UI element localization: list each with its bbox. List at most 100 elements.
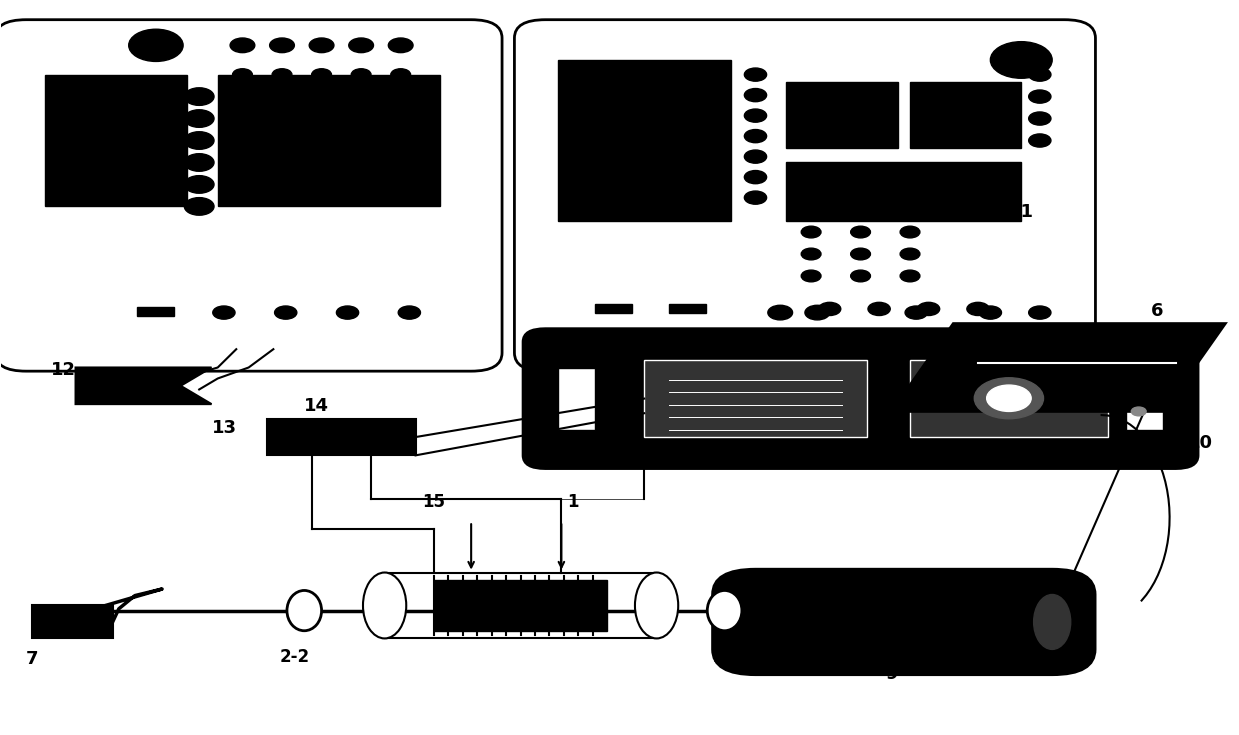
- Circle shape: [213, 306, 235, 319]
- Circle shape: [388, 38, 413, 53]
- Circle shape: [348, 38, 373, 53]
- Circle shape: [390, 87, 410, 98]
- Circle shape: [185, 154, 214, 171]
- Circle shape: [745, 191, 767, 204]
- Circle shape: [745, 171, 767, 184]
- Circle shape: [230, 38, 255, 53]
- Circle shape: [904, 306, 927, 319]
- Text: 13: 13: [212, 420, 237, 437]
- Bar: [384, 573, 657, 639]
- Circle shape: [129, 29, 183, 62]
- Circle shape: [974, 378, 1043, 419]
- Circle shape: [802, 270, 821, 282]
- Circle shape: [1028, 68, 1051, 81]
- Text: 11: 11: [1009, 204, 1033, 221]
- Circle shape: [745, 68, 767, 81]
- Circle shape: [312, 87, 332, 98]
- Circle shape: [310, 38, 335, 53]
- Circle shape: [1028, 90, 1051, 103]
- Text: 6: 6: [1151, 302, 1163, 320]
- Circle shape: [233, 105, 253, 117]
- Circle shape: [900, 270, 919, 282]
- Circle shape: [273, 69, 292, 80]
- Bar: [787, 162, 1021, 221]
- Bar: [558, 368, 595, 430]
- Circle shape: [247, 168, 276, 186]
- Bar: [1126, 368, 1163, 430]
- Circle shape: [1028, 306, 1051, 319]
- Circle shape: [383, 168, 413, 186]
- Bar: [138, 307, 175, 316]
- Circle shape: [1131, 407, 1146, 416]
- Circle shape: [851, 270, 871, 282]
- Bar: [669, 304, 706, 312]
- Circle shape: [805, 305, 830, 320]
- Bar: [558, 60, 731, 221]
- Circle shape: [185, 198, 214, 215]
- Circle shape: [900, 248, 919, 260]
- Ellipse shape: [287, 590, 322, 631]
- Polygon shape: [892, 323, 1225, 412]
- Circle shape: [802, 226, 821, 238]
- Circle shape: [979, 306, 1001, 319]
- FancyBboxPatch shape: [514, 20, 1095, 371]
- FancyBboxPatch shape: [0, 20, 502, 371]
- Polygon shape: [76, 368, 212, 404]
- Circle shape: [745, 150, 767, 163]
- Circle shape: [802, 248, 821, 260]
- Text: 1: 1: [567, 492, 579, 511]
- Circle shape: [398, 306, 420, 319]
- Circle shape: [312, 105, 332, 117]
- Circle shape: [851, 248, 871, 260]
- Text: 9: 9: [886, 664, 898, 683]
- Text: 10: 10: [1188, 434, 1213, 452]
- Bar: [909, 82, 1021, 148]
- Circle shape: [745, 129, 767, 143]
- Circle shape: [273, 87, 292, 98]
- Circle shape: [900, 226, 919, 238]
- Circle shape: [966, 302, 989, 315]
- Ellipse shape: [707, 590, 742, 631]
- Circle shape: [273, 105, 292, 117]
- Circle shape: [917, 302, 939, 315]
- Text: 15: 15: [421, 492, 445, 511]
- Circle shape: [312, 69, 332, 80]
- Ellipse shape: [634, 573, 678, 639]
- Bar: [32, 606, 113, 639]
- Circle shape: [351, 105, 370, 117]
- Bar: [434, 580, 607, 631]
- FancyBboxPatch shape: [712, 569, 1095, 675]
- Text: 7: 7: [26, 650, 38, 668]
- Circle shape: [351, 69, 370, 80]
- Text: 2-1: 2-1: [712, 648, 742, 666]
- Circle shape: [351, 87, 370, 98]
- Circle shape: [292, 168, 322, 186]
- Circle shape: [390, 105, 410, 117]
- Ellipse shape: [363, 573, 406, 639]
- FancyBboxPatch shape: [523, 329, 1198, 468]
- Circle shape: [275, 306, 297, 319]
- Bar: [45, 75, 187, 207]
- Circle shape: [337, 306, 358, 319]
- Ellipse shape: [737, 595, 774, 650]
- Circle shape: [986, 385, 1031, 412]
- Circle shape: [819, 302, 841, 315]
- Ellipse shape: [1033, 595, 1070, 650]
- Circle shape: [185, 132, 214, 149]
- Bar: [644, 360, 867, 437]
- Circle shape: [338, 168, 367, 186]
- Circle shape: [745, 88, 767, 101]
- Bar: [787, 82, 897, 148]
- Text: 12: 12: [51, 361, 76, 379]
- Circle shape: [185, 87, 214, 105]
- Circle shape: [990, 42, 1052, 78]
- Circle shape: [745, 109, 767, 122]
- Circle shape: [233, 69, 253, 80]
- Text: 2-2: 2-2: [280, 648, 310, 666]
- Circle shape: [869, 302, 891, 315]
- Bar: [595, 304, 632, 312]
- Circle shape: [390, 69, 410, 80]
- Bar: [218, 75, 440, 207]
- Text: 14: 14: [305, 398, 330, 415]
- Circle shape: [1028, 112, 1051, 125]
